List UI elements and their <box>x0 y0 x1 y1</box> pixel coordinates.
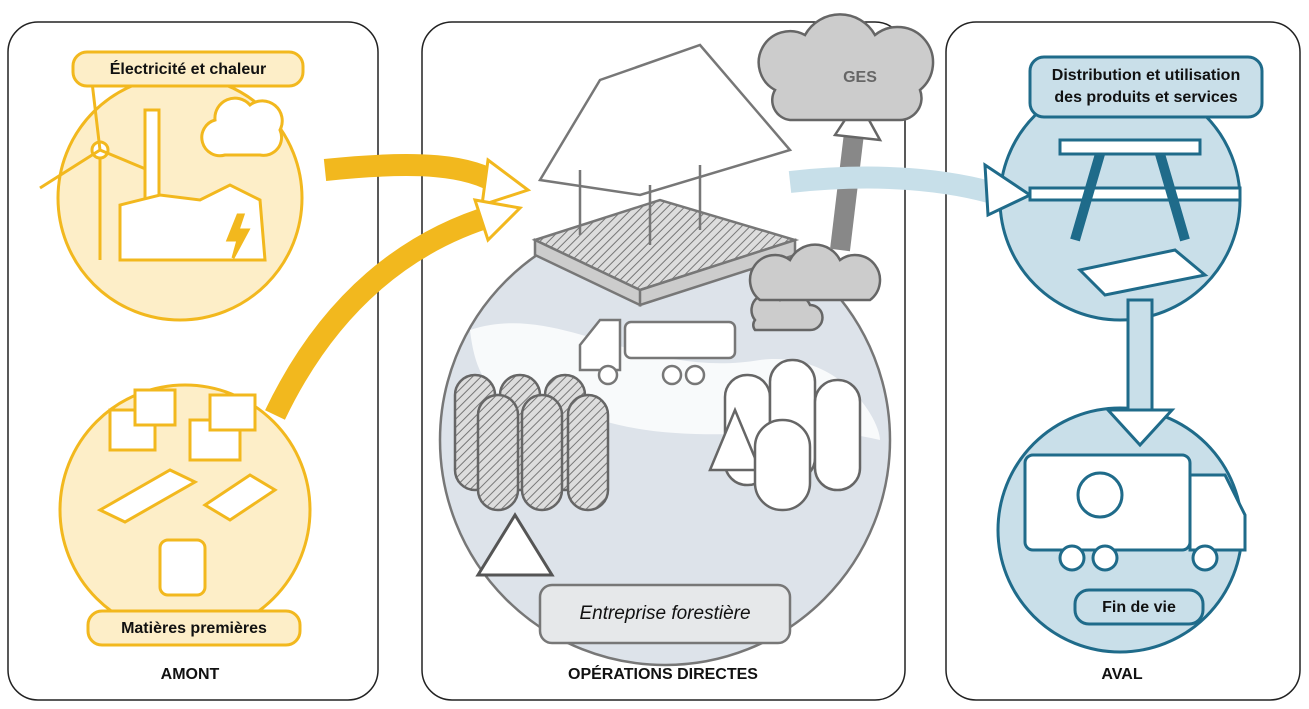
cloud <box>757 13 935 122</box>
panel-label: AMONT <box>161 666 220 683</box>
flow-arrow <box>1104 408 1176 448</box>
node-label-box <box>86 609 302 647</box>
panel <box>945 21 1301 701</box>
table-icon <box>1028 138 1242 297</box>
trees-icon <box>708 358 862 512</box>
node-label: Électricité et chaleur <box>110 59 267 78</box>
panel-label: AVAL <box>1101 666 1142 683</box>
company-label-box <box>538 583 792 645</box>
flow-arrow <box>265 204 499 420</box>
materials-icon <box>96 388 278 597</box>
hazard-icon <box>475 512 555 577</box>
forest-icon <box>453 373 610 512</box>
energy-icon <box>39 81 284 262</box>
panel <box>7 21 379 701</box>
flow-arrow <box>323 154 507 195</box>
node-label: Matières premières <box>121 620 267 637</box>
node-label: Fin de vie <box>1102 599 1176 616</box>
company-label: Entreprise forestière <box>579 603 750 624</box>
node-label: Distribution et utilisation <box>1052 67 1240 84</box>
node-label-box <box>1028 55 1264 119</box>
building-icon <box>531 43 800 307</box>
node-label-box <box>71 50 305 88</box>
panel-label: OPÉRATIONS DIRECTES <box>568 664 758 683</box>
emission-label: GES <box>843 69 877 86</box>
truck-icon <box>1023 453 1247 572</box>
node-label: des produits et services <box>1054 89 1237 106</box>
node-label-box <box>1073 588 1205 626</box>
panel <box>421 21 906 701</box>
truck-icon <box>578 318 737 386</box>
flow-arrow <box>788 166 1004 206</box>
